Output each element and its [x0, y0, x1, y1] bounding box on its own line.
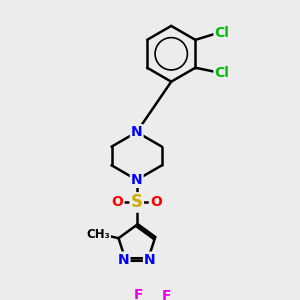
Text: Cl: Cl [214, 26, 230, 40]
Text: F: F [161, 289, 171, 300]
Text: S: S [131, 194, 143, 211]
Text: O: O [150, 195, 162, 209]
Text: Cl: Cl [214, 66, 230, 80]
Text: N: N [131, 173, 142, 187]
Text: N: N [131, 125, 142, 139]
Text: N: N [118, 253, 129, 267]
Text: CH₃: CH₃ [86, 228, 110, 241]
Text: O: O [112, 195, 124, 209]
Text: N: N [144, 253, 156, 267]
Text: F: F [134, 288, 143, 300]
